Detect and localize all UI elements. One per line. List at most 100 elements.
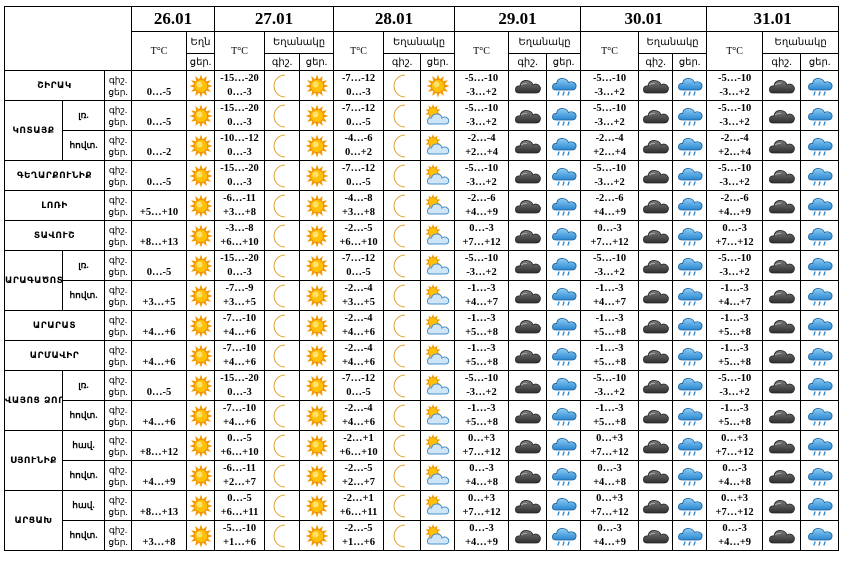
temp-header: T°C	[214, 31, 266, 71]
weather-cell	[299, 340, 335, 371]
sun-cloud-icon	[422, 343, 454, 369]
day-temp: -3…+2	[719, 266, 750, 278]
table-row: ԳԵՂԱՐՔՈՒՆԻՔ գիշ. ցեր. 0…-5 -15…-20 0…-3 -7…-…	[4, 160, 840, 191]
weather-cell	[186, 520, 216, 551]
day-temp: +8…+13	[139, 506, 179, 518]
weather-cell	[762, 430, 802, 461]
sun-icon	[301, 193, 333, 219]
temp-cell: -7…-9 +3…+5	[214, 280, 266, 311]
day-label: ցեր.	[108, 236, 128, 247]
day-temp: -3…+2	[594, 266, 625, 278]
weather-cell	[186, 310, 216, 341]
weather-cell	[800, 280, 840, 311]
cloud-rain-icon	[548, 434, 580, 458]
night-temp: -2…-4	[344, 402, 373, 414]
weather-cell	[186, 460, 216, 491]
table-row: հովտ. գիշ. ցեր. +3…+5 -7…-9 +3…+5 -2…-4 +3…+5…	[5, 280, 840, 311]
day-temp: 0…-5	[146, 86, 172, 98]
day-temp: +4…+8	[465, 476, 499, 488]
cloud-rain-icon	[548, 224, 580, 248]
night-day-label: գիշ. ցեր.	[103, 250, 133, 281]
day-temp: +4…+6	[223, 326, 256, 338]
weather-cell	[264, 400, 301, 431]
temp-cell: 0…-3 +4…+9	[706, 520, 764, 551]
weather-cell	[299, 370, 335, 401]
night-temp: -15…-20	[220, 252, 259, 264]
day-temp: -3…+2	[594, 86, 625, 98]
cloud-rain-icon	[548, 104, 580, 128]
weather-cell	[638, 490, 674, 521]
dark-cloud-icon	[764, 374, 800, 398]
dark-cloud-icon	[640, 134, 672, 158]
dark-cloud-icon	[640, 194, 672, 218]
cloud-rain-icon	[674, 494, 706, 518]
temp-cell: -15…-20 0…-3	[214, 250, 266, 281]
sun-icon	[188, 283, 214, 309]
temp-cell: +4…+9	[131, 460, 188, 491]
cloud-rain-icon	[548, 524, 580, 548]
temp-cell: 0…-3 +4…+8	[706, 460, 764, 491]
moon-icon	[385, 283, 420, 309]
weather-cell	[672, 190, 708, 221]
weather-cell	[383, 460, 422, 491]
weather-cell	[672, 310, 708, 341]
weather-cell	[638, 160, 674, 191]
temp-cell: -3…-8 +6…+10	[214, 220, 266, 251]
weather-cell	[508, 280, 548, 311]
weather-cell	[383, 280, 422, 311]
weather-cell	[299, 280, 335, 311]
sub-zone-label: լռ.	[62, 370, 105, 401]
day-temp: +7…+12	[590, 236, 629, 248]
weather-cell	[762, 490, 802, 521]
moon-icon	[385, 433, 420, 459]
night-temp: -5…-10	[717, 372, 752, 384]
night-temp: -1…-3	[720, 282, 749, 294]
day-temp: 0…-3	[346, 86, 371, 98]
temp-cell: 0…-3 +4…+8	[454, 460, 510, 491]
weather-cell	[762, 460, 802, 491]
day-temp: +5…+8	[465, 416, 499, 428]
night-temp: -2…-5	[344, 222, 373, 234]
day-temp: -3…+2	[594, 116, 625, 128]
weather-header: Եղն	[186, 31, 216, 54]
cloud-rain-icon	[802, 104, 838, 128]
dark-cloud-icon	[640, 434, 672, 458]
weather-cell	[546, 460, 582, 491]
moon-icon	[266, 343, 299, 369]
weather-cell	[638, 400, 674, 431]
weather-cell	[800, 520, 840, 551]
day-temp: +6…+11	[220, 506, 259, 518]
sun-cloud-icon	[422, 523, 454, 549]
weather-cell	[186, 70, 216, 101]
night-temp: -7…-10	[222, 312, 257, 324]
dark-cloud-icon	[510, 434, 546, 458]
cloud-rain-icon	[802, 284, 838, 308]
dark-cloud-icon	[510, 134, 546, 158]
cloud-rain-icon	[802, 494, 838, 518]
day-temp: +7…+12	[462, 506, 501, 518]
day-temp: 0…-3	[227, 116, 252, 128]
weather-cell	[762, 400, 802, 431]
cloud-rain-icon	[802, 224, 838, 248]
day-temp: +2…+4	[718, 146, 752, 158]
weather-cell	[264, 280, 301, 311]
night-label: գիշ.	[108, 524, 128, 535]
moon-icon	[385, 343, 420, 369]
day-label: ցեր.	[108, 356, 128, 367]
weather-cell	[299, 220, 335, 251]
day-temp: +7…+12	[462, 446, 501, 458]
sun-cloud-icon	[422, 133, 454, 159]
weather-cell	[383, 160, 422, 191]
night-temp: 0…-3	[469, 522, 494, 534]
weather-cell	[420, 520, 456, 551]
dark-cloud-icon	[510, 284, 546, 308]
dark-cloud-icon	[640, 314, 672, 338]
night-subheader: գիշ.	[508, 53, 548, 71]
weather-cell	[299, 250, 335, 281]
night-temp: -1…-3	[595, 342, 624, 354]
weather-cell	[508, 370, 548, 401]
weather-cell	[508, 250, 548, 281]
weather-cell	[672, 280, 708, 311]
weather-cell	[508, 70, 548, 101]
temp-cell: 0…-5	[131, 160, 188, 191]
